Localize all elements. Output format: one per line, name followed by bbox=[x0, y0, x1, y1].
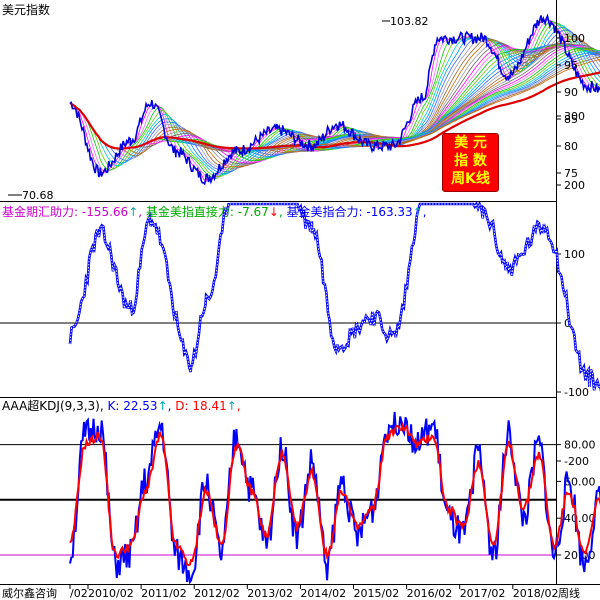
legend-arrow: ↑ bbox=[158, 399, 168, 413]
force-tick-label: 100 bbox=[564, 248, 585, 261]
legend-label: 基金美指直接力: -7.67 bbox=[142, 204, 269, 219]
price-series bbox=[69, 13, 600, 186]
legend-arrow: ↓ bbox=[269, 205, 279, 219]
legend-sep: , bbox=[100, 399, 104, 413]
force-tick-label: 200 bbox=[564, 179, 585, 192]
time-tick-label: 2013/02 bbox=[247, 587, 293, 600]
price-tick-label: 85 bbox=[564, 113, 578, 126]
price-tick-label: 80 bbox=[564, 140, 578, 153]
legend-arrow: ↑ bbox=[227, 399, 237, 413]
kdj-series bbox=[69, 411, 600, 585]
kdj-tick-label: 60.00 bbox=[564, 475, 596, 488]
legend-arrow: ↑ bbox=[128, 205, 138, 219]
kdj-legend: AAA超KDJ(9,3,3), K: 22.53↑, D: 18.41↑, bbox=[2, 398, 241, 413]
legend-label: AAA超KDJ(9,3,3) bbox=[2, 398, 100, 413]
ma-fan-line bbox=[69, 22, 600, 178]
time-tick-label: 2011/02 bbox=[141, 587, 187, 600]
ma-fan-group bbox=[69, 18, 600, 183]
time-tick-label: 2012/02 bbox=[194, 587, 240, 600]
time-tick-label: 2015/02 bbox=[354, 587, 400, 600]
force-tick-label: 300 bbox=[564, 110, 585, 123]
legend-sep: , bbox=[279, 205, 283, 219]
force-line bbox=[68, 200, 600, 392]
legend-arrow: ↑ bbox=[413, 205, 423, 219]
vendor-label: 威尔鑫咨询 bbox=[2, 586, 57, 600]
price-line bbox=[69, 13, 600, 186]
badge-line-1: 美 元 bbox=[454, 135, 487, 151]
legend-sep: , bbox=[237, 399, 241, 413]
kdj-tick-label: 40.00 bbox=[564, 512, 596, 525]
badge-line-3: 周K线 bbox=[451, 171, 490, 187]
d-line bbox=[69, 421, 600, 567]
force-tick-label: -100 bbox=[564, 386, 589, 399]
time-tick-label: 2014/02 bbox=[300, 587, 346, 600]
legend-sep: , bbox=[423, 205, 427, 219]
legend-label: 基金期汇助力: -155.66 bbox=[2, 204, 128, 219]
legend-label: 基金美指合力: -163.33 bbox=[283, 204, 413, 219]
time-tick-label: 2018/02 bbox=[513, 587, 559, 600]
time-axis: 威尔鑫咨询/02 2010/02 2011/02 2012/02 2013/02 2014… bbox=[2, 584, 580, 600]
time-tick-label: 2016/02 bbox=[407, 587, 453, 600]
force-axis-ticks: 300 200 100 0 -100 -200 bbox=[0, 110, 589, 468]
legend-label: D: 18.41 bbox=[171, 399, 226, 413]
legend-sep: , bbox=[138, 205, 142, 219]
high-label: 103.82 bbox=[390, 15, 429, 28]
price-tick-label: 75 bbox=[564, 167, 578, 180]
legend-sep: , bbox=[168, 399, 172, 413]
title-badge: 美 元 指 数 周K线 bbox=[442, 133, 499, 192]
time-tick-label: /02 bbox=[70, 587, 88, 600]
force-line-dots bbox=[69, 202, 600, 391]
force-series bbox=[68, 200, 600, 392]
long-ma-line bbox=[69, 71, 600, 150]
legend-label: K: 22.53 bbox=[104, 399, 158, 413]
time-tick-label: 2010/02 bbox=[88, 587, 134, 600]
period-label: 周线 bbox=[558, 586, 580, 600]
ma-fan-line bbox=[69, 56, 600, 150]
k-line bbox=[69, 411, 600, 585]
time-tick-label: 2017/02 bbox=[460, 587, 506, 600]
price-tick-label: 100 bbox=[564, 32, 585, 45]
price-tick-label: 90 bbox=[564, 86, 578, 99]
force-legend: 基金期汇助力: -155.66↑, 基金美指直接力: -7.67↓, 基金美指合… bbox=[2, 204, 427, 219]
price-title: 美元指数 bbox=[2, 2, 50, 17]
low-label: 70.68 bbox=[22, 189, 54, 202]
badge-line-2: 指 数 bbox=[454, 153, 487, 169]
ma-fan-line bbox=[69, 21, 600, 179]
force-tick-label: 0 bbox=[564, 317, 571, 330]
force-tick-label: -200 bbox=[564, 455, 589, 468]
kdj-tick-label: 80.00 bbox=[564, 439, 596, 452]
